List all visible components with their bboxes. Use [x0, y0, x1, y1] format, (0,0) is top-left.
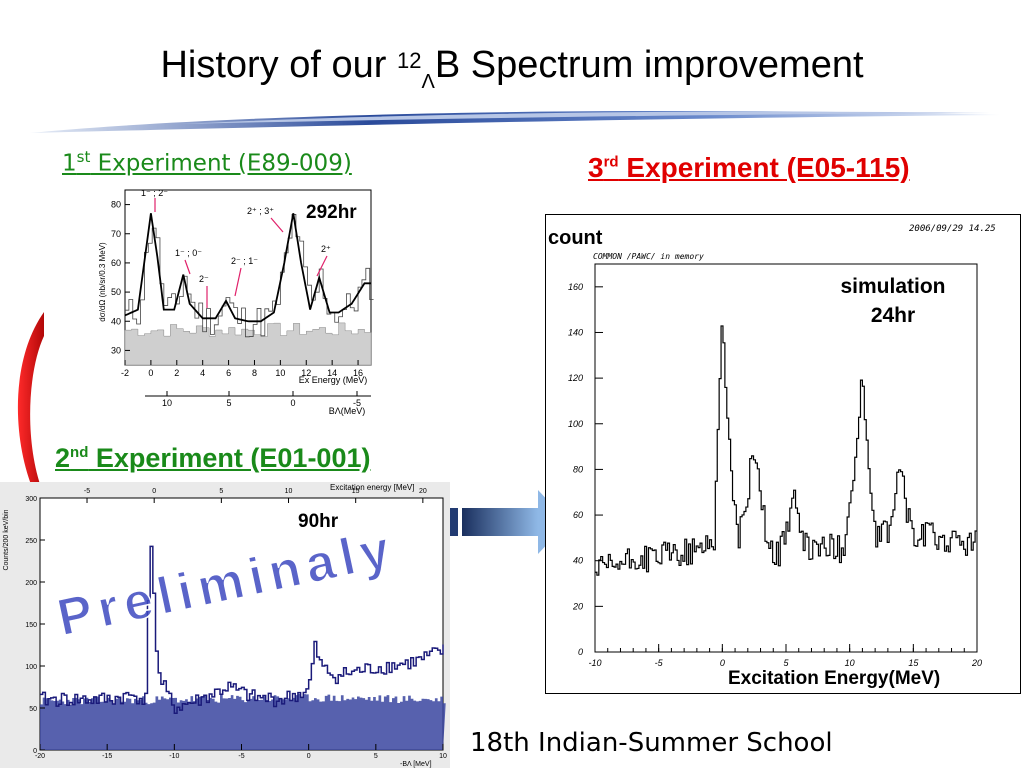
chart1-x2label: BΛ(MeV)	[329, 406, 366, 416]
chart3-ytick: 20	[572, 601, 583, 611]
exp2-hours: 90hr	[298, 511, 339, 532]
chart1-xtick: -2	[121, 368, 129, 378]
slide-title: History of our 12ΛB Spectrum improvement	[160, 44, 864, 93]
exp2-heading: 2nd Experiment (E01-001)	[55, 443, 371, 473]
chart2-bottom-tick: 0	[307, 753, 311, 760]
peak-label-6: 2⁺	[321, 244, 331, 254]
chart3-xtick: 15	[908, 658, 919, 668]
chart1-xtick: 10	[275, 368, 285, 378]
chart2-ytick: 300	[25, 496, 37, 503]
chart2-bottom-tick: 5	[374, 753, 378, 760]
chart3: -10 -5 0 5 10 15 20 0 20 40 60 80 100 120 140 160 2006/…	[568, 224, 996, 668]
exp1-hours: 292hr	[306, 202, 357, 223]
chart3-xtick: -5	[655, 658, 664, 668]
chart2-bottom-tick: -15	[102, 753, 112, 760]
chart1-xtick: 16	[353, 368, 363, 378]
chart1-ytick: 70	[111, 229, 121, 239]
chart2-ytick: 250	[25, 538, 37, 545]
chart1-x2tick: -5	[353, 398, 361, 408]
chart2-bottom-tick: -5	[238, 753, 244, 760]
chart2: -20 -15 -10 -5 0 5 10-5 0 5 10 15 20050100150200250…	[0, 482, 450, 768]
peak-label-4: 2⁻	[199, 274, 209, 284]
chart2-top-tick: 20	[419, 488, 427, 495]
peak-label-1: 1⁻ ; 2⁻	[141, 188, 168, 198]
chart1-xtick: 2	[174, 368, 179, 378]
chart3-timestamp: 2006/09/29 14.25	[909, 224, 996, 234]
chart3-xtick: 5	[783, 658, 789, 668]
chart1-xtick: 0	[148, 368, 153, 378]
chart3-ytick: 0	[578, 647, 583, 657]
chart2-ytick: 0	[33, 748, 37, 755]
chart3-series-line	[595, 325, 977, 576]
chart2-series-line	[40, 545, 444, 714]
chart2-top-axis-label: Excitation energy [MeV]	[330, 483, 414, 492]
chart3-xlabel: Excitation Energy(MeV)	[728, 668, 941, 689]
simulation-note: simulation 24hr	[840, 275, 946, 327]
chart3-ytick: 160	[568, 282, 583, 292]
peak-label-2: 2⁺ ; 3⁺	[247, 206, 274, 216]
red-curve-arrow-icon	[17, 312, 50, 512]
chart3-ytick: 80	[573, 464, 583, 474]
chart2-ytick: 150	[25, 622, 37, 629]
exp1-heading: 1st Experiment (E89-009)	[62, 148, 352, 177]
chart1-x2tick: 0	[290, 398, 295, 408]
chart1-ytick: 80	[111, 200, 121, 210]
chart2-bottom-axis-label: -BΛ [MeV]	[400, 761, 432, 768]
chart3-xtick: 10	[845, 658, 855, 668]
chart2-background-fill	[40, 693, 446, 750]
peak-label-3: 1⁻ ; 0⁻	[175, 248, 202, 258]
chart3-ylabel: count	[548, 227, 603, 249]
chart2-top-tick: 15	[352, 488, 360, 495]
chart2-bottom-tick: 10	[439, 753, 447, 760]
chart1-ytick: 60	[111, 258, 121, 268]
chart1-ytick: 40	[111, 316, 121, 326]
chart1-ytick: 30	[111, 345, 121, 355]
chart1-x2tick: 5	[226, 398, 231, 408]
chart3-xtick: 20	[971, 658, 982, 668]
chart3-ytick: 140	[568, 327, 583, 337]
chart3-ytick: 120	[568, 373, 583, 383]
chart2-ylabel: Counts/200 keV/bin	[3, 509, 10, 570]
chart2-top-tick: -5	[84, 488, 90, 495]
chart1-xtick: 14	[327, 368, 337, 378]
chart3-ytick: 60	[573, 510, 583, 520]
chart1-xtick: 4	[200, 368, 205, 378]
chart1-ytick: 50	[111, 287, 121, 297]
chart3-xtick: -10	[588, 658, 601, 668]
chart1-xlabel: Ex Energy (MeV)	[299, 375, 368, 385]
chart2-bottom-tick: -10	[169, 753, 179, 760]
chart2-ytick: 200	[25, 580, 37, 587]
chart1-xtick: 8	[252, 368, 257, 378]
exp3-heading: 3rd Experiment (E05-115)	[588, 152, 910, 183]
chart2-top-tick: 5	[219, 488, 223, 495]
title-swoosh-thin	[180, 111, 990, 124]
chart1-xtick: 12	[301, 368, 311, 378]
chart3-header: COMMON /PAWC/ in memory	[593, 252, 704, 261]
footer-text: 18th Indian-Summer School	[470, 728, 833, 758]
chart2-top-tick: 0	[152, 488, 156, 495]
chart3-xtick: 0	[720, 658, 725, 668]
chart2-top-tick: 10	[285, 488, 293, 495]
peak-label-5: 2⁻ ; 1⁻	[231, 256, 258, 266]
chart2-ytick: 50	[29, 706, 37, 713]
title-swoosh	[30, 110, 1000, 133]
chart1-xtick: 6	[226, 368, 231, 378]
chart1-series-line	[124, 213, 371, 323]
chart1-ylabel: dσ/dΩ (nb/sr/0.3 MeV)	[98, 242, 107, 322]
chart3-ytick: 100	[568, 419, 583, 429]
chart3-frame	[545, 214, 1021, 694]
chart3-ytick: 40	[573, 556, 583, 566]
chart2-bottom-tick: -20	[35, 753, 45, 760]
chart1-x2tick: 10	[162, 398, 172, 408]
chart2-ytick: 100	[25, 664, 37, 671]
